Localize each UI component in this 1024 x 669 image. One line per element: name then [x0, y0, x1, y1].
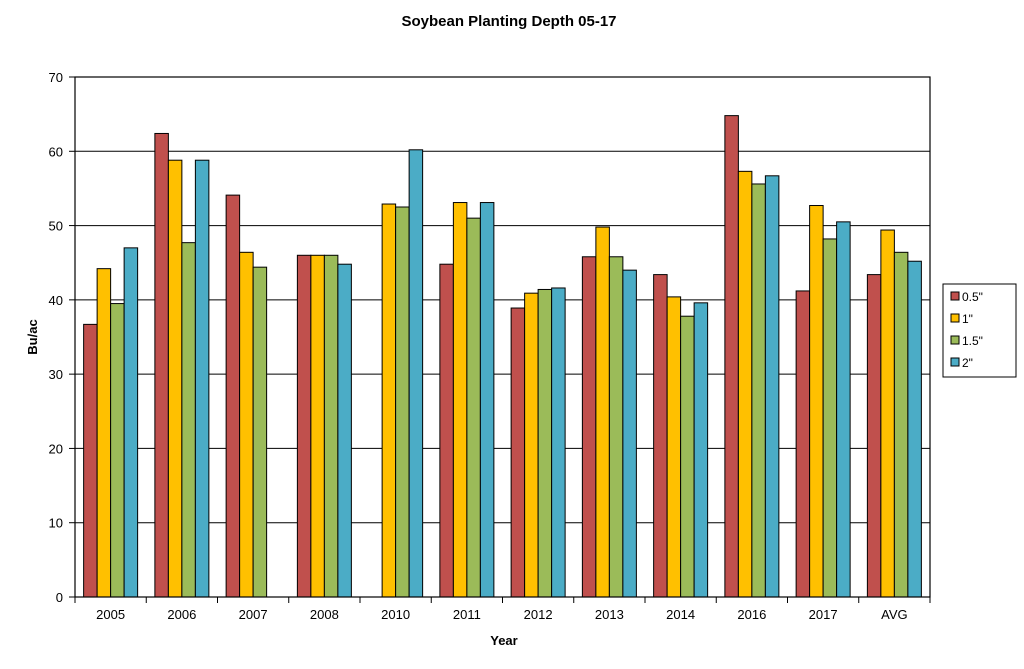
x-tick-label: 2013 [595, 607, 624, 622]
bar [83, 323, 98, 598]
bar [537, 288, 553, 598]
grid [75, 150, 930, 524]
bar [693, 302, 709, 598]
bar [395, 206, 410, 598]
bar [167, 159, 183, 598]
bar [239, 251, 254, 598]
legend-label: 1.5" [962, 334, 983, 348]
bar [907, 260, 922, 598]
bar [751, 183, 766, 598]
bar [653, 274, 668, 598]
bar [110, 303, 125, 598]
bar [408, 149, 424, 598]
x-tick-label: 2005 [96, 607, 125, 622]
x-tick-label: 2016 [737, 607, 766, 622]
chart-title: Soybean Planting Depth 05-17 [401, 13, 616, 30]
bar [337, 263, 352, 598]
bar [296, 254, 312, 598]
y-axis-ticks: 0 10 20 30 40 50 60 70 [49, 70, 75, 605]
bar [809, 205, 824, 598]
bar [181, 242, 196, 598]
legend-label: 1" [962, 312, 973, 326]
x-tick-label: 2017 [809, 607, 838, 622]
bar [123, 247, 139, 598]
bar [622, 269, 637, 598]
y-tick-label: 40 [49, 293, 63, 308]
y-axis-title: Bu/ac [25, 319, 40, 354]
x-tick-label: 2008 [310, 607, 339, 622]
bar [581, 256, 597, 598]
bar [822, 238, 838, 598]
bar [225, 194, 241, 598]
bar [154, 132, 169, 598]
bar [737, 170, 753, 598]
bar [252, 266, 268, 598]
legend-swatch [950, 313, 960, 323]
bar [764, 175, 780, 598]
legend-label: 0.5" [962, 290, 983, 304]
bar [724, 115, 739, 598]
legend-swatch [950, 291, 960, 301]
x-tick-label: 2012 [524, 607, 553, 622]
x-tick-label: 2007 [239, 607, 268, 622]
bar [524, 292, 539, 598]
y-tick-label: 10 [49, 516, 63, 531]
bar [836, 221, 851, 598]
y-tick-label: 30 [49, 367, 63, 382]
bar [608, 256, 624, 598]
bar [510, 307, 526, 598]
bar [893, 251, 909, 598]
bar [880, 229, 895, 598]
x-tick-label: 2014 [666, 607, 695, 622]
x-tick-label: AVG [881, 607, 908, 622]
legend: 0.5" 1" 1.5" 2" [942, 283, 1017, 378]
bars [83, 115, 922, 598]
y-tick-label: 70 [49, 70, 63, 85]
y-tick-label: 60 [49, 144, 63, 159]
x-axis-title: Year [490, 633, 517, 648]
bar [96, 268, 112, 598]
bar [479, 202, 495, 598]
legend-swatch [950, 335, 960, 345]
y-tick-label: 20 [49, 441, 63, 456]
x-tick-label: 2010 [381, 607, 410, 622]
bar [866, 274, 882, 598]
legend-swatch [950, 357, 960, 367]
bar [452, 202, 468, 598]
bar [323, 254, 339, 598]
x-tick-label: 2011 [453, 607, 481, 622]
bar [381, 203, 397, 598]
bar [310, 254, 325, 598]
legend-label: 2" [962, 356, 973, 370]
bar [595, 226, 610, 598]
bar [666, 296, 682, 598]
y-tick-label: 50 [49, 219, 63, 234]
x-tick-label: 2006 [167, 607, 196, 622]
bar [194, 159, 210, 598]
bar [680, 315, 695, 598]
bar [551, 287, 566, 598]
x-axis-ticks: 2005 2006 2007 2008 2010 2011 2012 2013 2014 2016… [74, 597, 931, 622]
y-tick-label: 0 [56, 590, 63, 605]
bar [466, 217, 481, 598]
bar [439, 263, 454, 598]
bar [795, 290, 811, 598]
